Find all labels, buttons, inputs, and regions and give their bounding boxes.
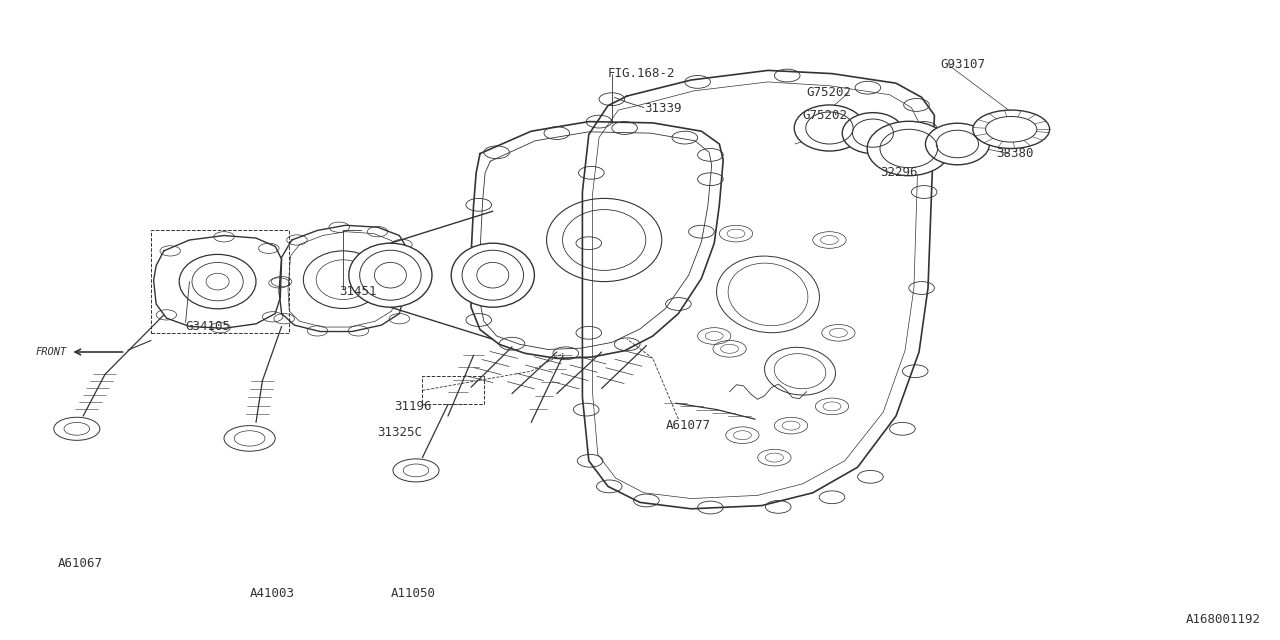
Text: A168001192: A168001192 bbox=[1185, 613, 1261, 626]
Text: FRONT: FRONT bbox=[36, 347, 67, 357]
Text: G93107: G93107 bbox=[941, 58, 986, 70]
Text: 31325C: 31325C bbox=[378, 426, 422, 438]
Bar bbox=[422, 376, 484, 404]
Ellipse shape bbox=[794, 105, 865, 151]
Ellipse shape bbox=[452, 243, 535, 307]
Ellipse shape bbox=[925, 123, 989, 164]
Text: 31339: 31339 bbox=[644, 102, 681, 115]
Circle shape bbox=[973, 110, 1050, 148]
Ellipse shape bbox=[868, 121, 950, 176]
Text: G75202: G75202 bbox=[803, 109, 847, 122]
Text: G34105: G34105 bbox=[186, 320, 230, 333]
Text: 31451: 31451 bbox=[339, 285, 376, 298]
Text: 32296: 32296 bbox=[881, 166, 918, 179]
Text: A61077: A61077 bbox=[666, 419, 710, 432]
Bar bbox=[151, 230, 289, 333]
Text: A11050: A11050 bbox=[390, 588, 435, 600]
Text: A41003: A41003 bbox=[250, 588, 294, 600]
Text: G75202: G75202 bbox=[806, 86, 851, 99]
Text: 38380: 38380 bbox=[996, 147, 1033, 160]
Ellipse shape bbox=[842, 113, 904, 154]
Text: 31196: 31196 bbox=[394, 400, 431, 413]
Ellipse shape bbox=[348, 243, 433, 307]
Text: FIG.168-2: FIG.168-2 bbox=[608, 67, 676, 80]
Text: A61067: A61067 bbox=[58, 557, 104, 570]
